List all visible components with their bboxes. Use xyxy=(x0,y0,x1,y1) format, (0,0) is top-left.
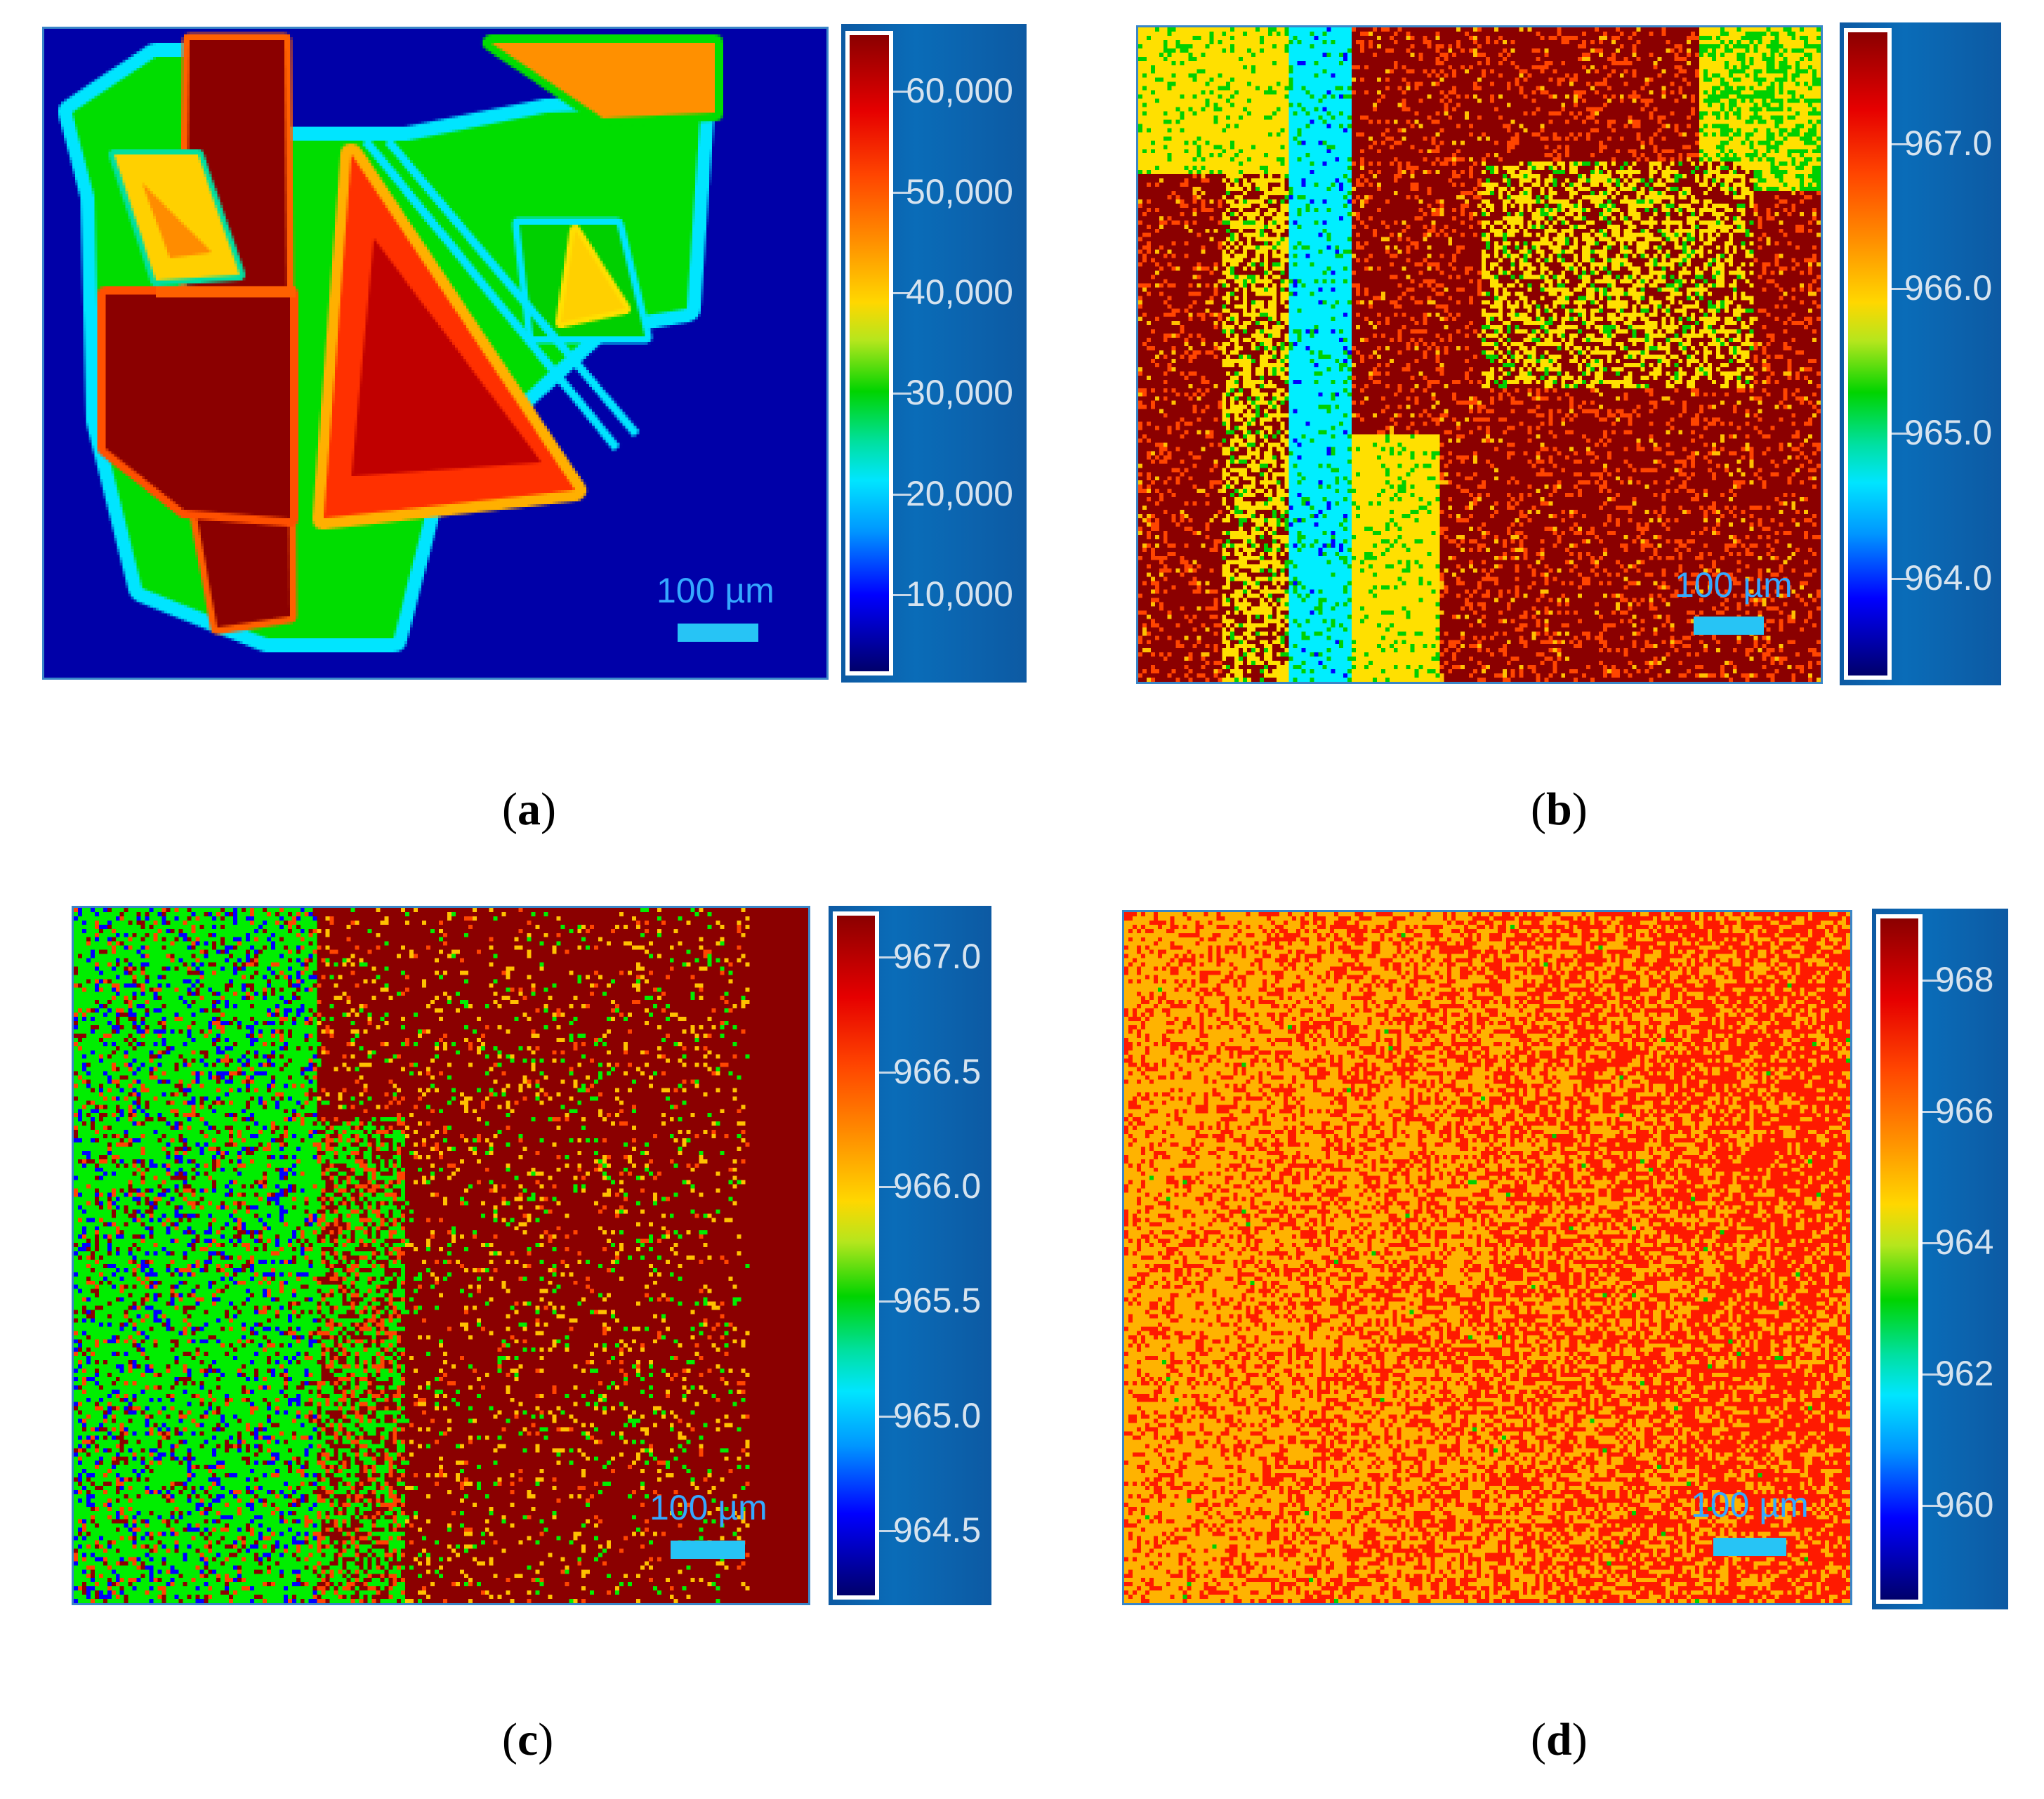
colorbar-tick-label-b-2: 965.0 xyxy=(1904,413,1993,453)
caption-b: (b) xyxy=(1531,784,1588,835)
colorbar-tick-a-5 xyxy=(893,594,911,597)
colorbar-tick-d-0 xyxy=(1923,979,1939,982)
colorbar-tick-a-0 xyxy=(893,91,911,93)
colorbar-tick-label-b-1: 966.0 xyxy=(1904,268,1993,308)
colorbar-tick-a-1 xyxy=(893,191,911,194)
colorbar-tick-c-2 xyxy=(879,1186,896,1188)
colorbar-tick-c-1 xyxy=(879,1071,896,1074)
colorbar-tick-b-0 xyxy=(1892,143,1908,145)
caption-letter-b: b xyxy=(1545,784,1572,835)
colorbar-tick-label-c-2: 966.0 xyxy=(893,1166,982,1206)
colorbar-tick-label-d-2: 964 xyxy=(1935,1222,1994,1262)
caption-a: (a) xyxy=(502,784,556,835)
colorbar-tick-label-a-2: 40,000 xyxy=(906,272,1013,312)
colorbar-tick-label-a-5: 10,000 xyxy=(906,574,1013,614)
colorbar-tick-a-2 xyxy=(893,291,911,294)
caption-d: (d) xyxy=(1531,1714,1588,1765)
scale-bar-label-a: 100 µm xyxy=(657,571,774,610)
colorbar-tick-label-c-5: 964.5 xyxy=(893,1510,982,1550)
heatmap-a xyxy=(42,27,829,680)
colorbar-tick-label-a-0: 60,000 xyxy=(906,71,1013,111)
scale-bar-d xyxy=(1713,1538,1786,1556)
colorbar-tick-label-a-3: 30,000 xyxy=(906,373,1013,413)
colorbar-tick-a-4 xyxy=(893,493,911,496)
colorbar-tick-label-b-0: 967.0 xyxy=(1904,123,1993,163)
colorbar-strip-a xyxy=(845,31,893,676)
colorbar-tick-label-c-0: 967.0 xyxy=(893,937,982,977)
scale-bar-a xyxy=(678,624,758,642)
colorbar-tick-c-0 xyxy=(879,956,896,959)
scale-bar-b xyxy=(1694,617,1764,635)
caption-c: (c) xyxy=(502,1714,554,1765)
colorbar-tick-label-d-3: 962 xyxy=(1935,1353,1994,1393)
heatmap-canvas-d xyxy=(1124,912,1850,1603)
colorbar-tick-label-d-1: 966 xyxy=(1935,1090,1994,1131)
colorbar-tick-c-3 xyxy=(879,1300,896,1303)
heatmap-canvas-a xyxy=(44,29,826,678)
scale-bar-c xyxy=(671,1541,745,1559)
colorbar-tick-b-1 xyxy=(1892,288,1908,291)
colorbar-tick-b-3 xyxy=(1892,577,1908,580)
colorbar-tick-d-3 xyxy=(1923,1373,1939,1376)
colorbar-tick-label-b-3: 964.0 xyxy=(1904,558,1993,598)
colorbar-strip-d xyxy=(1876,914,1923,1604)
scale-bar-label-b: 100 µm xyxy=(1675,565,1793,605)
colorbar-tick-label-c-3: 965.5 xyxy=(893,1281,982,1321)
colorbar-tick-label-a-1: 50,000 xyxy=(906,171,1013,211)
colorbar-tick-d-2 xyxy=(1923,1241,1939,1244)
colorbar-tick-c-4 xyxy=(879,1415,896,1418)
colorbar-tick-label-c-4: 965.0 xyxy=(893,1395,982,1435)
colorbar-tick-b-2 xyxy=(1892,433,1908,435)
scale-bar-label-d: 100 µm xyxy=(1691,1485,1809,1524)
colorbar-tick-d-1 xyxy=(1923,1110,1939,1113)
colorbar-strip-b xyxy=(1844,28,1892,680)
colorbar-strip-c xyxy=(833,911,879,1600)
colorbar-tick-label-d-0: 968 xyxy=(1935,959,1994,999)
colorbar-tick-label-c-1: 966.5 xyxy=(893,1051,982,1091)
heatmap-d xyxy=(1122,910,1852,1605)
caption-letter-d: d xyxy=(1545,1714,1572,1765)
heatmap-canvas-c xyxy=(74,908,808,1603)
colorbar-tick-label-a-4: 20,000 xyxy=(906,473,1013,513)
caption-letter-c: c xyxy=(517,1714,539,1765)
colorbar-tick-c-5 xyxy=(879,1530,896,1532)
scale-bar-label-c: 100 µm xyxy=(650,1488,767,1527)
heatmap-canvas-b xyxy=(1138,27,1821,682)
heatmap-b xyxy=(1136,25,1823,684)
colorbar-tick-label-d-4: 960 xyxy=(1935,1484,1994,1524)
heatmap-c xyxy=(72,906,810,1605)
colorbar-tick-a-3 xyxy=(893,393,911,395)
caption-letter-a: a xyxy=(517,784,541,835)
colorbar-tick-d-4 xyxy=(1923,1504,1939,1507)
